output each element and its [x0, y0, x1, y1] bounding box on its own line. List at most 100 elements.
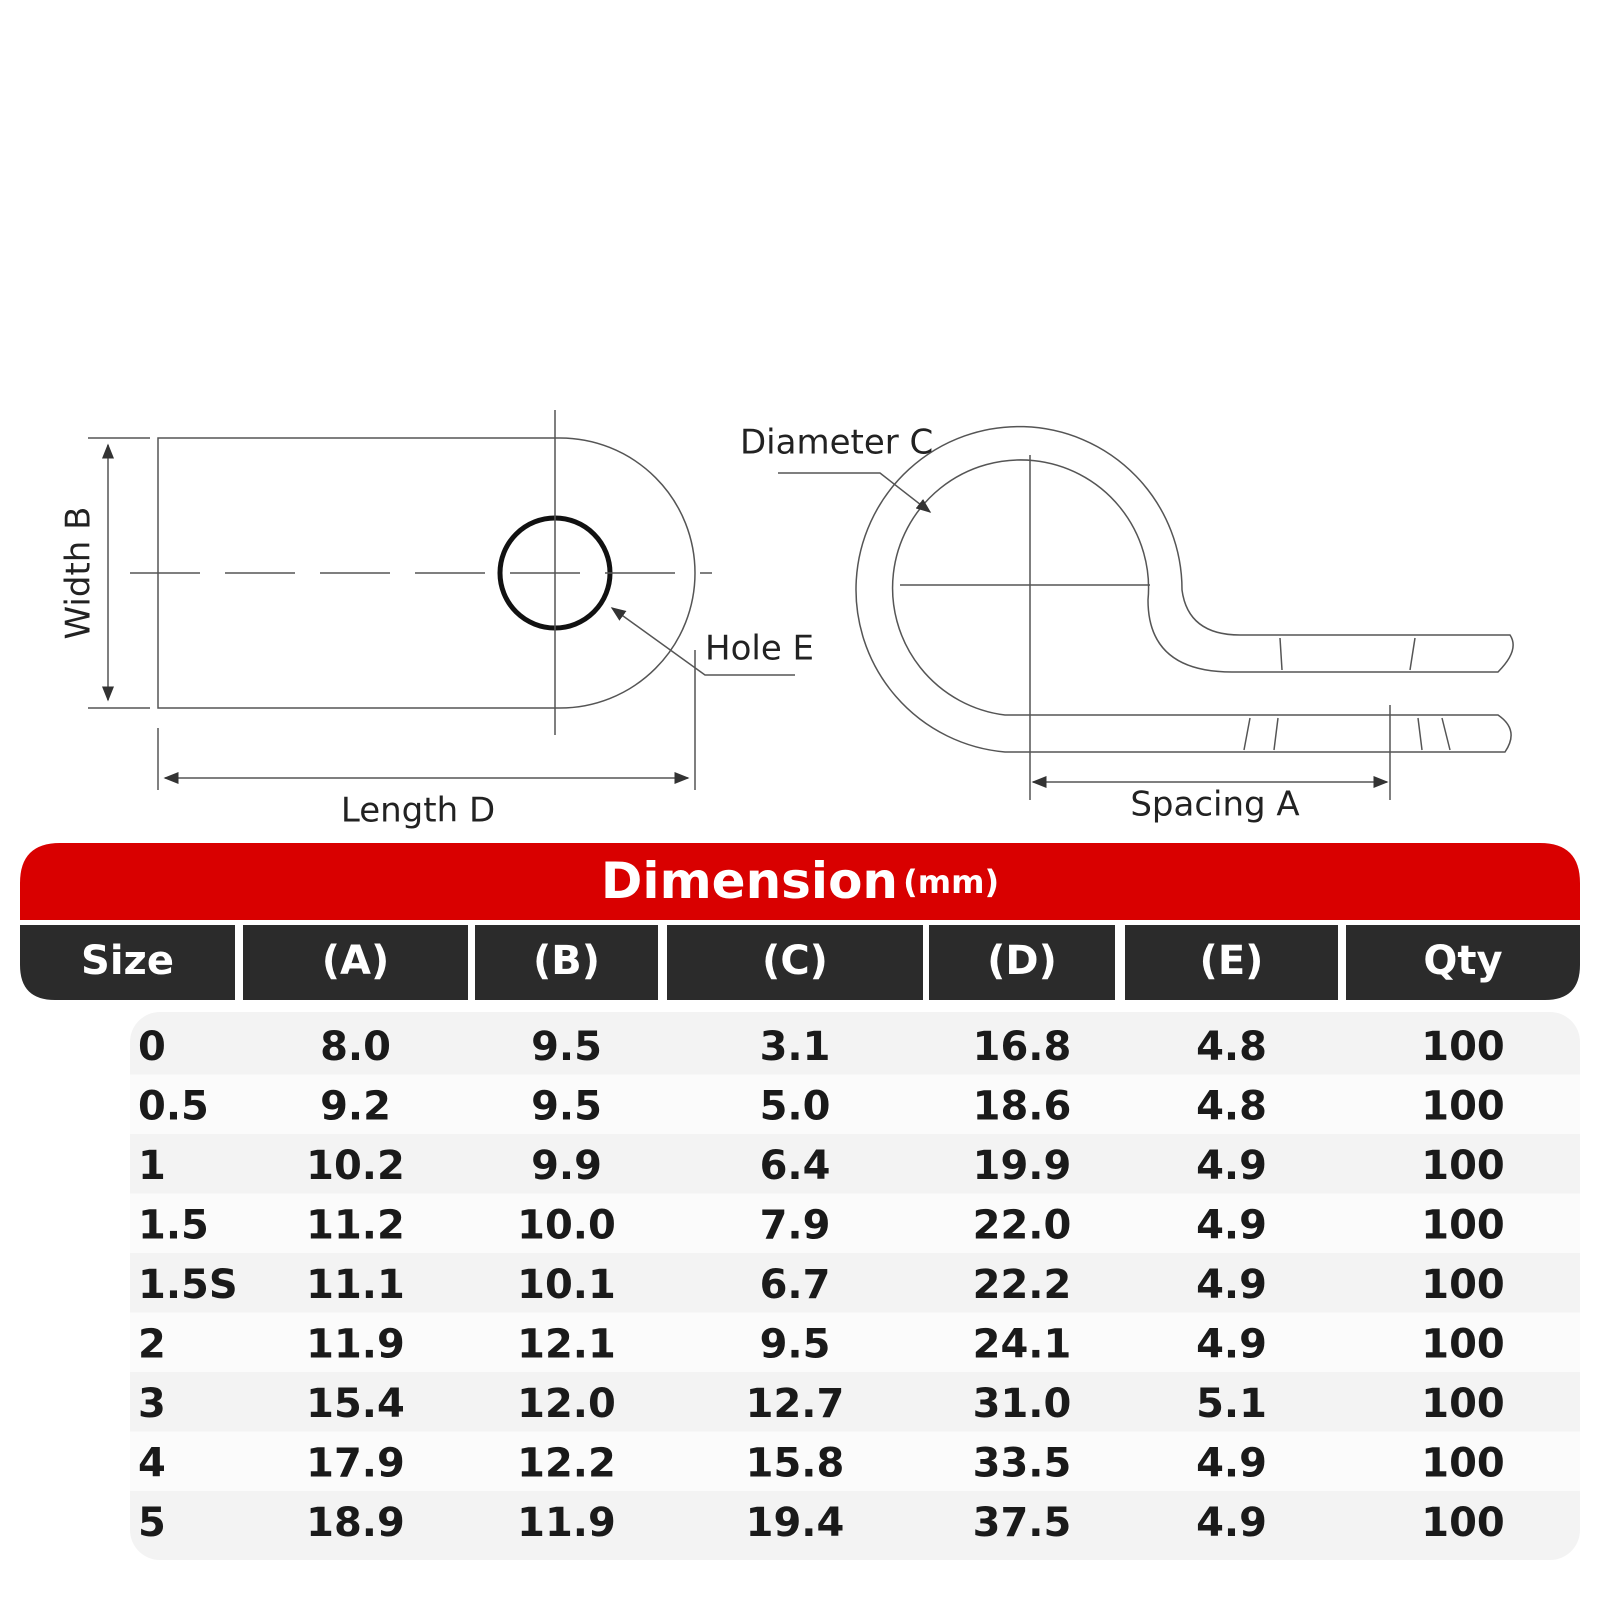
- header-cell: [929, 925, 1115, 1000]
- header-cell: [1125, 925, 1338, 1000]
- row-band: [130, 1431, 1580, 1491]
- cell-text: 4.8: [1196, 1083, 1267, 1129]
- cell-text: 3.1: [760, 1024, 831, 1070]
- clamp-outline: [157, 437, 696, 709]
- cell-text: 100: [1421, 1024, 1505, 1070]
- cell-text: 12.0: [517, 1381, 616, 1427]
- spacing-label: Spacing A: [1130, 785, 1299, 825]
- cell-text: 15.4: [306, 1381, 405, 1427]
- hatch: [1441, 717, 1451, 751]
- cell-text: 19.9: [973, 1143, 1072, 1189]
- header-text: (E): [1200, 938, 1264, 984]
- cell-text: 11.9: [306, 1321, 405, 1367]
- cell-text: 100: [1421, 1440, 1505, 1486]
- leader-line: [778, 472, 932, 513]
- cell-text: 4.9: [1196, 1500, 1267, 1546]
- cell-text: 11.9: [517, 1500, 616, 1546]
- cell-text: 10.0: [517, 1202, 616, 1248]
- cell-text: 11.2: [306, 1202, 405, 1248]
- hatch: [1279, 637, 1283, 671]
- cell-text: 0.5: [138, 1083, 209, 1129]
- cell-text: 4.9: [1196, 1202, 1267, 1248]
- header-cell: [667, 925, 923, 1000]
- cell-text: 100: [1421, 1202, 1505, 1248]
- cell-text: 8.0: [320, 1024, 391, 1070]
- cell-text: 100: [1421, 1321, 1505, 1367]
- cell-text: 2: [138, 1321, 166, 1367]
- cell-text: 4.9: [1196, 1143, 1267, 1189]
- header-text: Size: [81, 938, 174, 984]
- cell-text: 4.9: [1196, 1262, 1267, 1308]
- cell-text: 5.1: [1196, 1381, 1267, 1427]
- cell-text: 10.1: [517, 1262, 616, 1308]
- cell-text: 22.0: [973, 1202, 1072, 1248]
- flat-view: Width B Length D Hole E: [59, 410, 814, 831]
- cell-text: 24.1: [973, 1321, 1072, 1367]
- width-label: Width B: [59, 507, 99, 640]
- cell-text: 1: [138, 1143, 166, 1189]
- cell-text: 6.4: [760, 1143, 831, 1189]
- header-text: (A): [322, 938, 390, 984]
- header-text: (D): [987, 938, 1057, 984]
- cell-text: 7.9: [760, 1202, 831, 1248]
- row-band: [130, 1074, 1580, 1134]
- cell-text: 22.2: [973, 1262, 1072, 1308]
- clamp-profile: [855, 425, 1514, 753]
- cell-text: 100: [1421, 1500, 1505, 1546]
- cell-text: 33.5: [973, 1440, 1072, 1486]
- cell-text: 15.8: [746, 1440, 845, 1486]
- cell-text: 100: [1421, 1083, 1505, 1129]
- header-text: (B): [533, 938, 600, 984]
- cell-text: 4.9: [1196, 1440, 1267, 1486]
- header-cell: [243, 925, 468, 1000]
- cell-text: 6.7: [760, 1262, 831, 1308]
- cell-text: 100: [1421, 1262, 1505, 1308]
- unit-text: (mm): [903, 863, 999, 901]
- cell-text: 0: [138, 1024, 166, 1070]
- cell-text: 12.1: [517, 1321, 616, 1367]
- cell-text: 9.5: [531, 1083, 602, 1129]
- row-band: [130, 1312, 1580, 1372]
- hatch: [1273, 717, 1279, 751]
- cell-text: 9.5: [760, 1321, 831, 1367]
- cell-text: 3: [138, 1381, 166, 1427]
- title-text: Dimension: [601, 852, 898, 910]
- side-view: Spacing A Diameter C: [740, 423, 1514, 825]
- cell-text: 4.9: [1196, 1321, 1267, 1367]
- table-body: [130, 1012, 1580, 1560]
- cell-text: 12.7: [746, 1381, 845, 1427]
- hatch: [1417, 717, 1423, 751]
- cell-text: 100: [1421, 1143, 1505, 1189]
- diameter-label: Diameter C: [740, 423, 933, 463]
- cell-text: 11.1: [306, 1262, 405, 1308]
- cell-text: 37.5: [973, 1500, 1072, 1546]
- title-bar: [20, 843, 1580, 920]
- table-title: Dimension (mm): [601, 852, 999, 910]
- cell-text: 4.8: [1196, 1024, 1267, 1070]
- hatch: [1243, 717, 1251, 751]
- cell-text: 9.5: [531, 1024, 602, 1070]
- cell-text: 19.4: [746, 1500, 845, 1546]
- header-cell: [475, 925, 658, 1000]
- length-label: Length D: [341, 791, 495, 831]
- hatch: [1409, 637, 1416, 671]
- cell-text: 17.9: [306, 1440, 405, 1486]
- cell-text: 9.9: [531, 1143, 602, 1189]
- cell-text: 18.6: [973, 1083, 1072, 1129]
- cell-text: 5.0: [760, 1083, 831, 1129]
- cell-text: 18.9: [306, 1500, 405, 1546]
- header-cell: [20, 925, 235, 1000]
- cell-text: 1.5S: [138, 1262, 238, 1308]
- header-text: Qty: [1423, 938, 1502, 984]
- cell-text: 5: [138, 1500, 166, 1546]
- header-cell: [1346, 925, 1580, 1000]
- cell-text: 4: [138, 1440, 166, 1486]
- header-text: (C): [762, 938, 828, 984]
- cell-text: 16.8: [973, 1024, 1072, 1070]
- hole-label: Hole E: [705, 629, 814, 669]
- cell-text: 1.5: [138, 1202, 209, 1248]
- leader-line: [610, 607, 795, 676]
- row-band: [130, 1193, 1580, 1253]
- cell-text: 31.0: [973, 1381, 1072, 1427]
